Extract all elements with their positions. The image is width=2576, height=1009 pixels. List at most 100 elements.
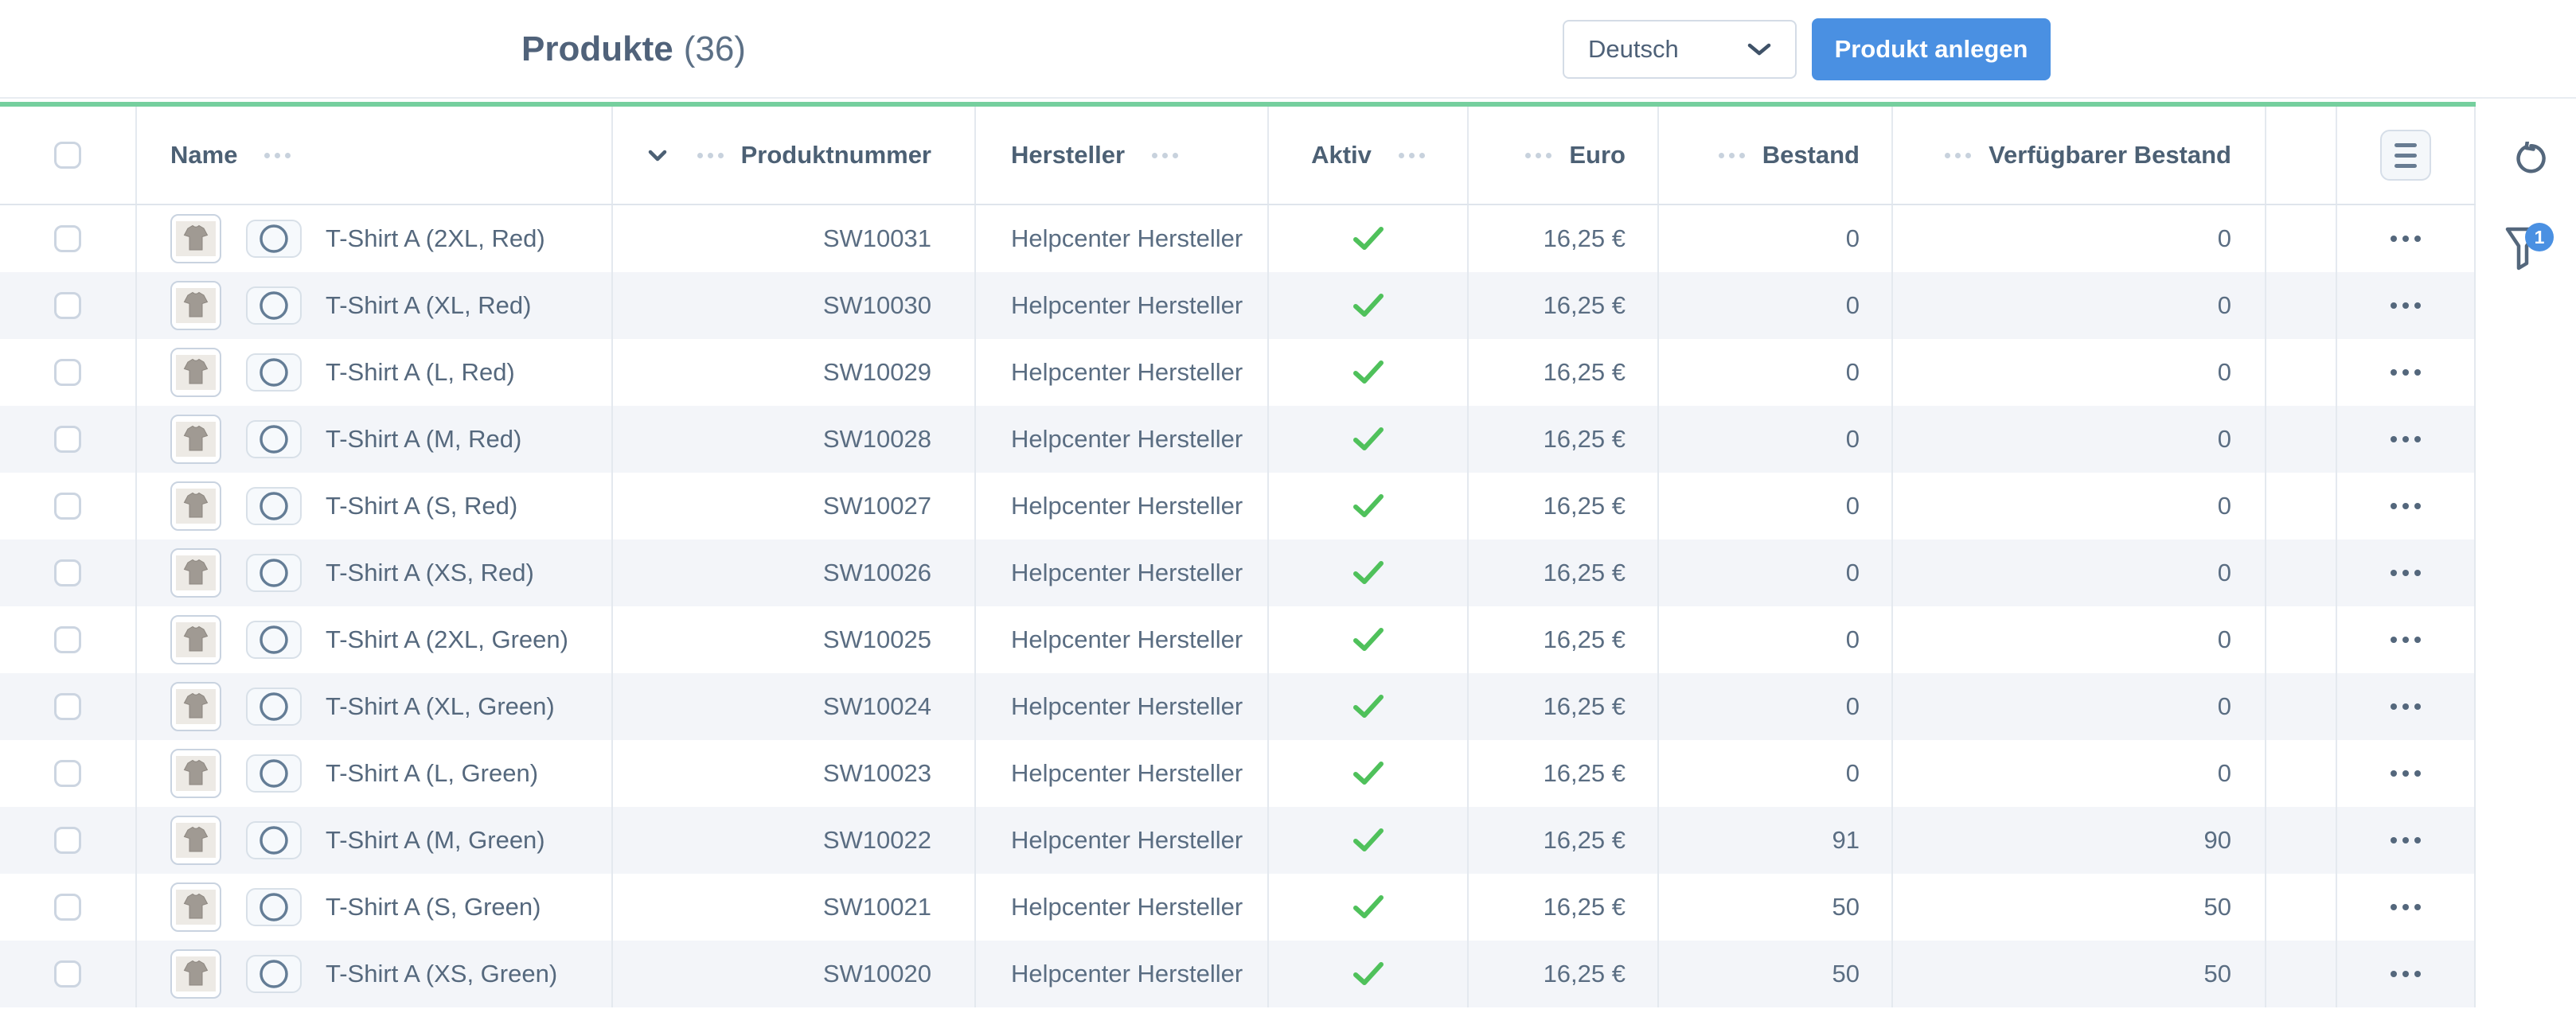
product-name-link[interactable]: T-Shirt A (XS, Red) bbox=[326, 559, 534, 586]
row-checkbox[interactable] bbox=[54, 760, 81, 787]
row-checkbox[interactable] bbox=[54, 559, 81, 586]
row-context-menu-icon[interactable] bbox=[2391, 436, 2421, 442]
column-header-price[interactable]: Euro bbox=[1569, 141, 1626, 169]
column-header-manufacturer[interactable]: Hersteller bbox=[1011, 141, 1126, 169]
row-cell-name: T-Shirt A (S, Green) bbox=[137, 874, 613, 941]
column-menu-icon[interactable] bbox=[1525, 152, 1552, 158]
column-header-name[interactable]: Name bbox=[170, 141, 238, 169]
filter-count-badge: 1 bbox=[2525, 223, 2554, 251]
variant-indicator-button[interactable] bbox=[246, 754, 302, 793]
row-cell-spacer bbox=[2266, 740, 2337, 807]
row-cell-name: T-Shirt A (XS, Red) bbox=[137, 540, 613, 606]
row-cell-active bbox=[1269, 807, 1469, 874]
variant-indicator-button[interactable] bbox=[246, 554, 302, 592]
variant-indicator-button[interactable] bbox=[246, 621, 302, 659]
page-title-count: (36) bbox=[683, 29, 746, 68]
row-checkbox[interactable] bbox=[54, 359, 81, 386]
product-name-link[interactable]: T-Shirt A (M, Green) bbox=[326, 826, 545, 854]
column-menu-icon[interactable] bbox=[697, 152, 724, 158]
circle-icon bbox=[260, 759, 288, 788]
tshirt-image bbox=[176, 689, 216, 724]
product-name-link[interactable]: T-Shirt A (2XL, Red) bbox=[326, 224, 545, 252]
variant-indicator-button[interactable] bbox=[246, 420, 302, 458]
row-context-menu-icon[interactable] bbox=[2391, 236, 2421, 242]
column-menu-icon[interactable] bbox=[1152, 152, 1179, 158]
row-checkbox[interactable] bbox=[54, 426, 81, 453]
row-cell-active bbox=[1269, 874, 1469, 941]
variant-indicator-button[interactable] bbox=[246, 955, 302, 993]
row-checkbox[interactable] bbox=[54, 693, 81, 720]
row-checkbox[interactable] bbox=[54, 292, 81, 319]
column-header-product-number[interactable]: Produktnummer bbox=[740, 141, 931, 169]
row-cell-spacer bbox=[2266, 205, 2337, 272]
row-context-menu-icon[interactable] bbox=[2391, 904, 2421, 910]
row-cell-actions bbox=[2337, 673, 2476, 740]
row-checkbox[interactable] bbox=[54, 960, 81, 988]
product-name-link[interactable]: T-Shirt A (M, Red) bbox=[326, 425, 522, 453]
product-name-link[interactable]: T-Shirt A (XS, Green) bbox=[326, 960, 558, 988]
product-name-link[interactable]: T-Shirt A (L, Green) bbox=[326, 759, 539, 787]
product-name-link[interactable]: T-Shirt A (XL, Red) bbox=[326, 291, 532, 319]
row-cell-name: T-Shirt A (L, Green) bbox=[137, 740, 613, 807]
price-value: 16,25 € bbox=[1543, 559, 1626, 586]
stock-value: 91 bbox=[1832, 826, 1860, 854]
variant-indicator-button[interactable] bbox=[246, 688, 302, 726]
row-checkbox[interactable] bbox=[54, 493, 81, 520]
variant-indicator-button[interactable] bbox=[246, 220, 302, 258]
row-context-menu-icon[interactable] bbox=[2391, 971, 2421, 977]
price-value: 16,25 € bbox=[1543, 358, 1626, 386]
row-context-menu-icon[interactable] bbox=[2391, 369, 2421, 376]
variant-indicator-button[interactable] bbox=[246, 821, 302, 859]
row-context-menu-icon[interactable] bbox=[2391, 770, 2421, 777]
variant-indicator-button[interactable] bbox=[246, 487, 302, 525]
manufacturer-value: Helpcenter Hersteller bbox=[1011, 692, 1243, 720]
product-number-value: SW10027 bbox=[822, 492, 931, 520]
row-cell-stock: 50 bbox=[1659, 874, 1893, 941]
row-checkbox[interactable] bbox=[54, 894, 81, 921]
row-cell-stock: 50 bbox=[1659, 941, 1893, 1007]
row-context-menu-icon[interactable] bbox=[2391, 503, 2421, 509]
row-cell-available-stock: 0 bbox=[1893, 606, 2266, 673]
select-all-checkbox[interactable] bbox=[54, 142, 81, 169]
variant-indicator-button[interactable] bbox=[246, 888, 302, 926]
variant-indicator-button[interactable] bbox=[246, 286, 302, 325]
row-context-menu-icon[interactable] bbox=[2391, 637, 2421, 643]
column-menu-icon[interactable] bbox=[1718, 152, 1745, 158]
row-context-menu-icon[interactable] bbox=[2391, 302, 2421, 309]
column-header-available-stock[interactable]: Verfügbarer Bestand bbox=[1989, 141, 2231, 169]
header-cell-spacer bbox=[2266, 107, 2337, 204]
variant-indicator-button[interactable] bbox=[246, 353, 302, 392]
row-context-menu-icon[interactable] bbox=[2391, 703, 2421, 710]
row-cell-product-number: SW10031 bbox=[613, 205, 976, 272]
column-menu-icon[interactable] bbox=[1945, 152, 1972, 158]
row-cell-manufacturer: Helpcenter Hersteller bbox=[976, 406, 1269, 473]
column-menu-icon[interactable] bbox=[264, 152, 291, 158]
column-menu-icon[interactable] bbox=[1398, 152, 1425, 158]
row-cell-stock: 0 bbox=[1659, 406, 1893, 473]
row-cell-select bbox=[0, 272, 137, 339]
row-checkbox[interactable] bbox=[54, 626, 81, 653]
column-header-stock[interactable]: Bestand bbox=[1762, 141, 1860, 169]
row-cell-manufacturer: Helpcenter Hersteller bbox=[976, 540, 1269, 606]
grid-settings-button[interactable] bbox=[2380, 130, 2431, 181]
row-cell-select bbox=[0, 406, 137, 473]
column-header-active[interactable]: Aktiv bbox=[1311, 141, 1372, 169]
create-product-button[interactable]: Produkt anlegen bbox=[1812, 18, 2051, 80]
product-name-link[interactable]: T-Shirt A (XL, Green) bbox=[326, 692, 555, 720]
row-cell-active bbox=[1269, 673, 1469, 740]
product-thumbnail bbox=[170, 348, 221, 397]
row-cell-spacer bbox=[2266, 941, 2337, 1007]
language-select[interactable]: Deutsch bbox=[1563, 20, 1797, 79]
row-checkbox[interactable] bbox=[54, 827, 81, 854]
product-name-link[interactable]: T-Shirt A (S, Red) bbox=[326, 492, 518, 520]
row-context-menu-icon[interactable] bbox=[2391, 837, 2421, 843]
row-checkbox[interactable] bbox=[54, 225, 81, 252]
row-context-menu-icon[interactable] bbox=[2391, 570, 2421, 576]
sort-desc-icon[interactable] bbox=[648, 150, 667, 162]
product-name-link[interactable]: T-Shirt A (L, Red) bbox=[326, 358, 515, 386]
product-name-link[interactable]: T-Shirt A (2XL, Green) bbox=[326, 625, 568, 653]
refresh-icon[interactable] bbox=[2514, 138, 2547, 179]
product-name-link[interactable]: T-Shirt A (S, Green) bbox=[326, 893, 541, 921]
checkmark-icon bbox=[1352, 494, 1384, 517]
row-cell-stock: 0 bbox=[1659, 540, 1893, 606]
